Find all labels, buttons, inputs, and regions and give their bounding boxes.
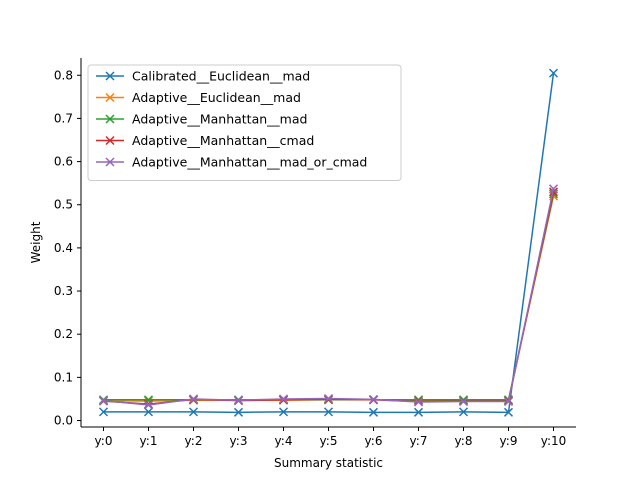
x-tick-label: y:4 [275,434,293,448]
data-point-marker [458,395,469,405]
x-tick-label: y:9 [500,434,518,448]
data-point-marker [548,184,559,194]
series-1 [98,191,559,406]
y-axis-ticks: 0.0 0.1 0.2 0.3 0.4 0.5 0.6 0.7 0.8 [54,68,81,428]
y-tick-label: 0.5 [54,198,73,212]
data-point-marker [413,397,424,407]
series-2 [98,189,559,405]
data-point-marker [368,394,379,404]
data-point-marker [503,397,514,407]
legend-item: Adaptive__Manhattan__cmad [96,133,314,148]
x-tick-label: y:8 [455,434,473,448]
x-tick-label: y:3 [230,434,248,448]
legend-label: Calibrated__Euclidean__mad [132,69,310,84]
series-line [103,188,555,406]
y-tick-label: 0.1 [54,370,73,384]
series-line [103,191,555,405]
x-tick-label: y:7 [410,434,428,448]
data-point-marker [323,407,334,417]
data-point-marker [278,407,289,417]
series-0 [98,68,559,417]
y-tick-label: 0.2 [54,327,73,341]
legend-item: Adaptive__Manhattan__mad_or_cmad [96,155,367,170]
legend-item: Adaptive__Euclidean__mad [96,90,301,105]
y-tick-label: 0.4 [54,241,73,255]
y-tick-label: 0.3 [54,284,73,298]
series-line [103,193,555,401]
legend-frame [87,64,402,181]
x-axis-label: Summary statistic [274,456,383,470]
y-tick-label: 0.7 [54,111,73,125]
y-axis-label: Weight [29,221,43,263]
series-layer [98,68,559,417]
data-point-marker [233,407,244,417]
x-tick-label: y:10 [541,434,567,448]
x-tick-label: y:5 [320,434,338,448]
legend-item: Calibrated__Euclidean__mad [96,69,310,84]
data-point-marker [278,394,289,404]
y-tick-label: 0.8 [54,68,73,82]
legend-item: Adaptive__Manhattan__mad [96,112,307,127]
x-tick-label: y:0 [95,434,113,448]
data-point-marker [458,407,469,417]
data-point-marker [233,395,244,405]
legend: Calibrated__Euclidean__mad Adaptive__Eucl… [87,64,402,181]
legend-label: Adaptive__Manhattan__cmad [132,133,314,148]
data-point-marker [188,407,199,417]
legend-label: Adaptive__Manhattan__mad_or_cmad [132,155,367,170]
data-point-marker [98,396,109,406]
x-tick-label: y:1 [140,434,158,448]
series-4 [98,184,559,410]
data-point-marker [323,393,334,404]
data-point-marker [413,407,424,417]
legend-label: Adaptive__Manhattan__mad [132,112,307,127]
data-point-marker [368,407,379,417]
x-axis-ticks: y:0 y:1 y:2 y:3 y:4 y:5 y:6 y:7 y:8 y:9 y:10 [95,427,567,448]
series-line [103,195,555,402]
data-point-marker [98,407,109,417]
data-point-marker [503,407,514,417]
legend-label: Adaptive__Euclidean__mad [132,90,301,105]
data-point-marker [143,400,154,410]
x-tick-label: y:2 [185,434,203,448]
data-point-marker [143,407,154,417]
data-point-marker [458,397,469,407]
data-point-marker [548,68,559,78]
x-tick-label: y:6 [365,434,383,448]
y-tick-label: 0.6 [54,155,73,169]
y-tick-label: 0.0 [54,414,73,428]
series-3 [98,187,559,409]
data-point-marker [188,394,199,404]
